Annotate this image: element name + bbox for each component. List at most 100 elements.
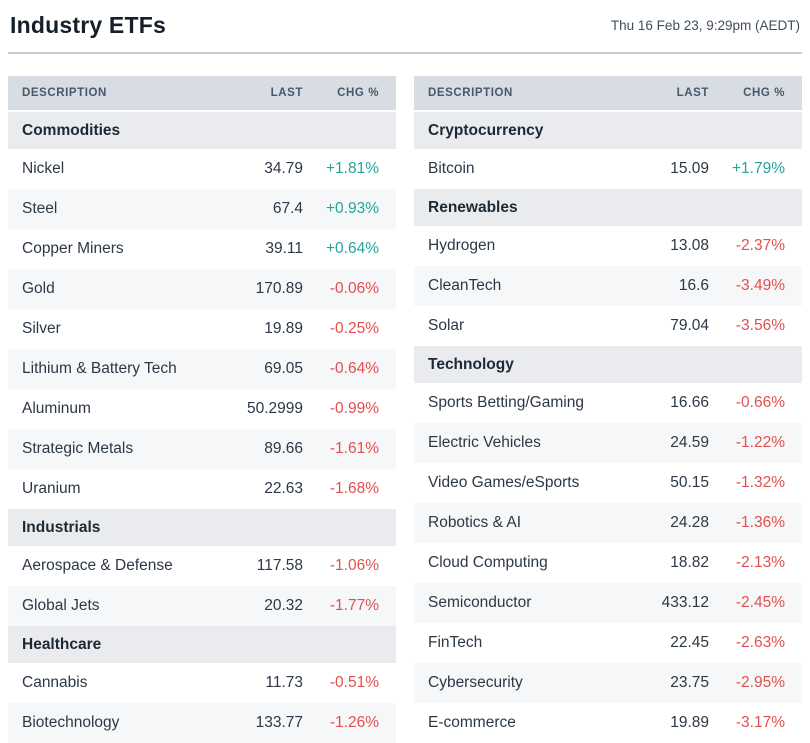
etf-change: -0.06% — [329, 280, 379, 297]
etf-description: Robotics & AI — [428, 514, 522, 531]
etf-row: Aluminum 50.2999 -0.99% — [8, 389, 396, 429]
etf-row: Copper Miners 39.11 +0.64% — [8, 229, 396, 269]
etf-last: 18.82 — [670, 554, 709, 571]
etf-change: +0.64% — [325, 240, 379, 257]
etf-last: 19.89 — [670, 714, 709, 731]
etf-last: 13.08 — [670, 237, 709, 254]
etf-row: Aerospace & Defense 117.58 -1.06% — [8, 546, 396, 586]
etf-description: Copper Miners — [22, 240, 124, 257]
etf-description: E-commerce — [428, 714, 516, 731]
table-body: Commodities Nickel 34.79 +1.81% Steel 67… — [8, 112, 396, 743]
page-header: Industry ETFs Thu 16 Feb 23, 9:29pm (AED… — [8, 8, 802, 40]
section-name: Cryptocurrency — [428, 121, 544, 139]
etf-row: Silver 19.89 -0.25% — [8, 309, 396, 349]
etf-last: 16.66 — [670, 394, 709, 411]
etf-description: Solar — [428, 317, 465, 334]
etf-row: Strategic Metals 89.66 -1.61% — [8, 429, 396, 469]
section-name: Industrials — [22, 518, 101, 536]
etf-row: Cloud Computing 18.82 -2.13% — [414, 543, 802, 583]
etf-change: -3.49% — [735, 277, 785, 294]
column-header-description: Description — [428, 87, 513, 99]
etf-row: Electric Vehicles 24.59 -1.22% — [414, 423, 802, 463]
etf-description: Biotechnology — [22, 714, 120, 731]
etf-change: -2.95% — [735, 674, 785, 691]
etf-row: Nickel 34.79 +1.81% — [8, 149, 396, 189]
etf-last: 170.89 — [255, 280, 303, 297]
etf-change: -0.25% — [329, 320, 379, 337]
etf-description: Silver — [22, 320, 61, 337]
etf-last: 24.28 — [670, 514, 709, 531]
etf-description: Hydrogen — [428, 237, 496, 254]
etf-description: Sports Betting/Gaming — [428, 394, 584, 411]
etf-row: Global Jets 20.32 -1.77% — [8, 586, 396, 626]
etf-description: Strategic Metals — [22, 440, 134, 457]
section-name: Healthcare — [22, 635, 102, 653]
etf-description: FinTech — [428, 634, 483, 651]
section-header-row: Commodities — [8, 112, 396, 149]
section-name: Technology — [428, 355, 514, 373]
etf-change: -2.13% — [735, 554, 785, 571]
etf-description: Cloud Computing — [428, 554, 548, 571]
header-divider — [8, 52, 802, 54]
section-header-row: Technology — [414, 346, 802, 383]
section-name: Renewables — [428, 198, 518, 216]
etf-row: Robotics & AI 24.28 -1.36% — [414, 503, 802, 543]
etf-last: 133.77 — [255, 714, 303, 731]
etf-table-right: Description Last Chg % Cryptocurrency Bi… — [414, 76, 802, 743]
section-header-row: Cryptocurrency — [414, 112, 802, 149]
column-header-last: Last — [270, 87, 303, 99]
etf-row: Video Games/eSports 50.15 -1.32% — [414, 463, 802, 503]
etf-last: 69.05 — [264, 360, 303, 377]
etf-description: Electric Vehicles — [428, 434, 541, 451]
etf-last: 67.4 — [272, 200, 303, 217]
etf-last: 433.12 — [661, 594, 709, 611]
etf-last: 15.09 — [670, 160, 709, 177]
section-header-row: Renewables — [414, 189, 802, 226]
etf-description: Nickel — [22, 160, 65, 177]
etf-row: FinTech 22.45 -2.63% — [414, 623, 802, 663]
etf-last: 22.63 — [264, 480, 303, 497]
etf-change: -1.06% — [329, 557, 379, 574]
etf-change: -0.66% — [735, 394, 785, 411]
etf-change: -1.36% — [735, 514, 785, 531]
section-header-row: Industrials — [8, 509, 396, 546]
etf-change: -0.99% — [329, 400, 379, 417]
etf-change: -3.17% — [735, 714, 785, 731]
etf-description: Cannabis — [22, 674, 88, 691]
etf-last: 22.45 — [670, 634, 709, 651]
column-header-last: Last — [676, 87, 709, 99]
etf-row: Hydrogen 13.08 -2.37% — [414, 226, 802, 266]
column-header-description: Description — [22, 87, 107, 99]
etf-row: Uranium 22.63 -1.68% — [8, 469, 396, 509]
column-header-chg: Chg % — [743, 87, 785, 99]
etf-change: -2.63% — [735, 634, 785, 651]
etf-change: -3.56% — [735, 317, 785, 334]
etf-last: 39.11 — [265, 240, 303, 257]
etf-row: Biotechnology 133.77 -1.26% — [8, 703, 396, 743]
etf-row: Semiconductor 433.12 -2.45% — [414, 583, 802, 623]
etf-description: Steel — [22, 200, 58, 217]
etf-change: -0.51% — [329, 674, 379, 691]
etf-row: E-commerce 19.89 -3.17% — [414, 703, 802, 743]
etf-description: Global Jets — [22, 597, 100, 614]
table-header: Description Last Chg % — [8, 76, 396, 110]
table-header: Description Last Chg % — [414, 76, 802, 110]
etf-change: -2.37% — [735, 237, 785, 254]
etf-description: Video Games/eSports — [428, 474, 580, 491]
etf-change: +1.81% — [325, 160, 379, 177]
etf-row: Cybersecurity 23.75 -2.95% — [414, 663, 802, 703]
etf-last: 34.79 — [264, 160, 303, 177]
etf-row: CleanTech 16.6 -3.49% — [414, 266, 802, 306]
etf-change: +0.93% — [325, 200, 379, 217]
etf-change: +1.79% — [731, 160, 785, 177]
etf-description: CleanTech — [428, 277, 502, 294]
etf-last: 79.04 — [670, 317, 709, 334]
etf-change: -1.68% — [329, 480, 379, 497]
etf-change: -1.26% — [329, 714, 379, 731]
etf-last: 24.59 — [670, 434, 709, 451]
table-body: Cryptocurrency Bitcoin 15.09 +1.79% Rene… — [414, 112, 802, 743]
etf-change: -0.64% — [329, 360, 379, 377]
etf-row: Cannabis 11.73 -0.51% — [8, 663, 396, 703]
etf-row: Sports Betting/Gaming 16.66 -0.66% — [414, 383, 802, 423]
